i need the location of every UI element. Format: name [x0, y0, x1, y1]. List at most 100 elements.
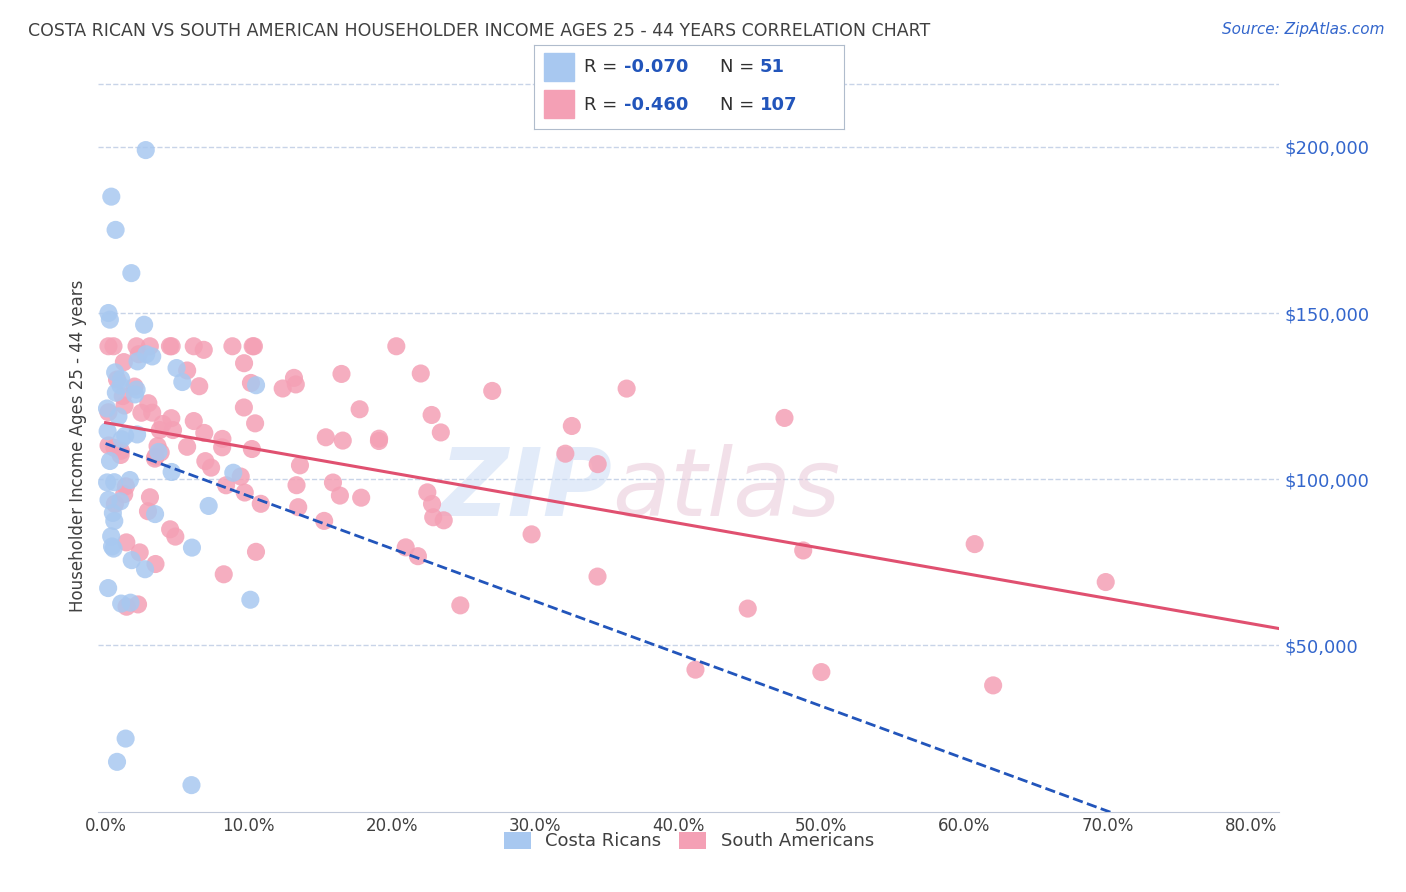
Point: [149, 445, 172, 459]
Point: [110, 378, 132, 392]
Point: [110, 443, 132, 458]
Point: [101, 540, 124, 554]
Point: [350, 491, 373, 505]
Point: [810, 665, 832, 679]
Text: R =: R =: [583, 59, 623, 77]
Point: [103, 441, 125, 455]
Point: [121, 553, 143, 567]
Point: [239, 592, 262, 607]
Point: [211, 440, 233, 454]
Point: [136, 504, 159, 518]
Point: [287, 500, 309, 515]
Point: [100, 189, 122, 203]
Point: [146, 439, 169, 453]
Bar: [544, 90, 575, 119]
Point: [166, 361, 188, 376]
Point: [128, 545, 150, 559]
Point: [115, 535, 138, 549]
Point: [127, 427, 149, 442]
Point: [125, 383, 148, 397]
Point: [963, 537, 986, 551]
Legend: Costa Ricans, South Americans: Costa Ricans, South Americans: [496, 824, 882, 857]
Point: [114, 731, 136, 746]
Point: [395, 541, 418, 555]
Point: [97, 306, 120, 320]
Point: [143, 507, 166, 521]
Point: [127, 354, 149, 368]
Point: [131, 406, 153, 420]
Point: [285, 478, 308, 492]
Text: R =: R =: [583, 95, 623, 114]
Point: [97, 405, 120, 419]
Text: atlas: atlas: [612, 444, 841, 535]
Point: [127, 598, 149, 612]
Point: [349, 402, 371, 417]
Point: [586, 457, 609, 471]
Point: [97, 339, 120, 353]
Text: ZIP: ZIP: [439, 444, 612, 536]
Point: [115, 479, 138, 493]
Point: [110, 448, 132, 462]
Point: [385, 339, 408, 353]
Point: [141, 350, 163, 364]
Point: [98, 312, 121, 326]
Point: [416, 485, 439, 500]
Point: [104, 385, 127, 400]
Text: N =: N =: [720, 95, 759, 114]
Point: [1094, 575, 1116, 590]
Point: [118, 473, 141, 487]
Point: [96, 401, 118, 416]
Text: 107: 107: [761, 95, 797, 114]
Point: [145, 450, 167, 464]
Point: [288, 458, 311, 473]
Point: [322, 475, 344, 490]
Point: [103, 475, 125, 490]
Point: [193, 343, 215, 357]
Point: [134, 562, 156, 576]
Point: [97, 492, 120, 507]
Point: [409, 367, 432, 381]
Point: [125, 339, 148, 353]
Point: [104, 365, 127, 379]
Point: [554, 447, 576, 461]
Point: [232, 401, 254, 415]
Point: [981, 678, 1004, 692]
Point: [103, 514, 125, 528]
Point: [103, 339, 125, 353]
Point: [124, 387, 146, 401]
Point: [180, 778, 202, 792]
Point: [315, 430, 337, 444]
Point: [229, 469, 252, 483]
Point: [110, 494, 132, 508]
Point: [332, 434, 354, 448]
Point: [176, 363, 198, 377]
Point: [176, 440, 198, 454]
Point: [124, 379, 146, 393]
Point: [430, 425, 453, 440]
Text: N =: N =: [720, 59, 759, 77]
Point: [211, 432, 233, 446]
Point: [239, 376, 262, 390]
Point: [243, 417, 266, 431]
Point: [271, 382, 294, 396]
Point: [685, 663, 707, 677]
Point: [449, 599, 471, 613]
Point: [100, 529, 122, 543]
Point: [243, 339, 266, 353]
Point: [406, 549, 429, 564]
Point: [181, 541, 204, 555]
Point: [114, 399, 136, 413]
Point: [138, 396, 160, 410]
Point: [773, 411, 796, 425]
Point: [135, 143, 157, 157]
Point: [112, 487, 135, 501]
Point: [97, 581, 120, 595]
Point: [245, 545, 267, 559]
Point: [481, 384, 503, 398]
Point: [160, 339, 183, 353]
Point: [233, 356, 256, 370]
Point: [792, 543, 814, 558]
Point: [221, 339, 243, 353]
Point: [152, 417, 174, 431]
Point: [96, 475, 118, 490]
